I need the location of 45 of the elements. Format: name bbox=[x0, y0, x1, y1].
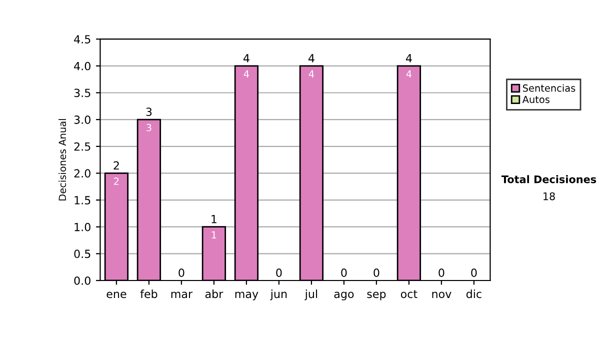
y-tick-label: 2.0 bbox=[74, 169, 90, 178]
x-tick-label: nov bbox=[432, 292, 452, 298]
total-label: 1 bbox=[212, 215, 216, 224]
x-tick-label: feb bbox=[140, 290, 158, 298]
data-label: 4 bbox=[406, 70, 412, 78]
y-tick-label: 0.0 bbox=[74, 276, 90, 285]
total-label: 0 bbox=[178, 268, 184, 277]
x-tick-label: jun bbox=[270, 290, 287, 300]
y-tick-label: 1.0 bbox=[74, 222, 90, 232]
total-label: 0 bbox=[374, 268, 380, 277]
y-tick-label: 3.5 bbox=[74, 88, 90, 98]
data-label: 2 bbox=[114, 178, 119, 185]
y-tick-label: 1.5 bbox=[74, 196, 90, 204]
data-label: 4 bbox=[308, 70, 314, 78]
total-label: 0 bbox=[341, 268, 347, 277]
x-tick-label: sep bbox=[367, 292, 386, 300]
data-label: 3 bbox=[146, 124, 152, 132]
x-tick-label: mar bbox=[171, 292, 193, 298]
x-tick-label: ago bbox=[334, 292, 354, 300]
text: Total Decisiones bbox=[501, 175, 596, 184]
x-tick-label: abr bbox=[205, 290, 224, 298]
data-label: 4 bbox=[244, 70, 249, 78]
total-label: 0 bbox=[471, 268, 477, 277]
y-tick-label: 2.5 bbox=[74, 142, 90, 151]
total-label: 4 bbox=[243, 54, 250, 62]
data-label: 1 bbox=[212, 231, 216, 238]
total-label: 4 bbox=[406, 54, 412, 62]
y-tick-label: 3.0 bbox=[74, 116, 90, 124]
x-tick-label: jul bbox=[304, 290, 318, 300]
total-label: 0 bbox=[438, 268, 444, 277]
y-axis-title: Decisiones Anual bbox=[58, 119, 66, 200]
x-tick-label: dic bbox=[466, 290, 482, 298]
legend-label: Autos bbox=[522, 96, 550, 104]
x-tick-label: ene bbox=[106, 292, 126, 298]
total-label: 0 bbox=[276, 268, 282, 277]
total-label: 3 bbox=[146, 108, 152, 116]
x-tick-label: may bbox=[235, 292, 258, 300]
total-label: 2 bbox=[114, 161, 119, 170]
y-tick-label: 4.5 bbox=[74, 35, 90, 44]
total-label: 4 bbox=[308, 54, 314, 62]
x-tick-label: oct bbox=[400, 290, 418, 298]
y-tick-label: 0.5 bbox=[74, 250, 90, 258]
legend-label: Sentencias bbox=[522, 84, 576, 92]
y-tick-label: 4.0 bbox=[74, 62, 90, 70]
text: 18 bbox=[544, 192, 555, 200]
